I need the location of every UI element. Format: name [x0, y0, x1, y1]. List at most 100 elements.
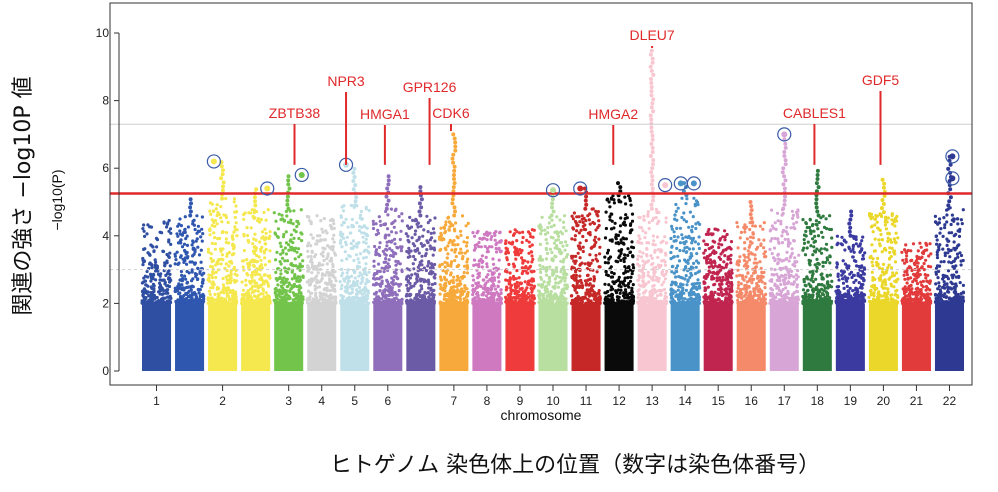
chromosome-5 — [338, 166, 371, 371]
data-point — [310, 291, 314, 295]
data-point — [459, 229, 463, 233]
data-point — [484, 255, 488, 259]
data-point — [508, 280, 512, 284]
data-point — [705, 255, 709, 259]
data-point — [584, 291, 588, 295]
data-point — [400, 219, 404, 223]
data-point — [624, 202, 628, 206]
data-point — [194, 301, 198, 305]
data-point — [672, 239, 676, 243]
data-point — [762, 238, 766, 242]
data-point — [151, 282, 155, 286]
data-point — [193, 272, 197, 276]
data-point — [487, 292, 491, 296]
data-point — [398, 237, 402, 242]
data-point — [552, 223, 556, 227]
data-point — [393, 219, 397, 223]
data-point — [546, 290, 550, 294]
data-point — [372, 264, 376, 268]
data-point — [618, 291, 622, 295]
data-point — [670, 270, 674, 274]
data-point — [575, 291, 579, 295]
data-point — [696, 293, 700, 297]
data-point — [213, 292, 217, 296]
peak-point — [253, 203, 258, 208]
data-point — [196, 288, 200, 292]
data-point — [540, 229, 544, 233]
data-point — [323, 273, 327, 277]
data-point — [179, 241, 183, 245]
data-point — [386, 262, 390, 266]
data-point — [654, 278, 659, 282]
data-point — [743, 223, 747, 227]
data-point — [412, 254, 416, 259]
data-point — [439, 233, 443, 237]
data-point — [234, 295, 238, 299]
data-point — [490, 293, 494, 297]
data-point — [672, 281, 676, 285]
data-point — [389, 207, 393, 211]
data-point — [214, 275, 218, 280]
data-point — [292, 236, 296, 240]
data-point — [275, 278, 279, 282]
data-point — [696, 300, 701, 304]
data-point — [223, 301, 227, 305]
data-point — [762, 221, 766, 225]
data-point — [373, 244, 377, 249]
data-point — [418, 290, 422, 294]
data-point — [242, 217, 246, 221]
data-point — [145, 269, 149, 274]
data-point — [320, 227, 324, 231]
data-point — [541, 292, 545, 297]
data-point — [485, 265, 489, 269]
data-point — [495, 290, 499, 295]
data-point — [440, 301, 444, 305]
data-point — [519, 287, 523, 291]
data-point — [559, 291, 563, 295]
data-point — [201, 278, 205, 282]
data-point — [614, 241, 618, 245]
data-point — [705, 275, 709, 279]
data-point — [333, 251, 337, 255]
data-point — [499, 249, 503, 253]
data-point — [528, 244, 532, 249]
data-point — [179, 238, 183, 242]
data-point — [283, 266, 287, 270]
data-point — [180, 273, 184, 277]
data-point — [707, 265, 711, 269]
data-point — [617, 295, 621, 299]
data-point — [609, 197, 613, 201]
data-point — [514, 248, 518, 252]
data-point — [537, 300, 541, 304]
data-point — [384, 257, 388, 261]
data-point — [216, 211, 220, 215]
data-point — [263, 242, 267, 246]
data-point — [552, 272, 556, 276]
data-point — [622, 294, 626, 298]
data-point — [253, 281, 257, 285]
data-point — [328, 288, 332, 293]
data-point — [176, 234, 180, 238]
data-point — [378, 289, 382, 293]
data-point — [207, 289, 211, 293]
data-point — [576, 251, 580, 255]
data-point — [560, 232, 565, 236]
data-point — [375, 295, 379, 299]
data-point — [663, 235, 667, 239]
data-point — [728, 294, 732, 298]
data-point — [300, 239, 304, 243]
data-point — [644, 300, 648, 304]
data-point — [693, 272, 698, 276]
data-point — [256, 217, 261, 221]
data-point — [282, 276, 286, 280]
data-point — [709, 232, 713, 236]
data-point — [504, 239, 508, 243]
data-point — [637, 292, 641, 296]
data-point — [729, 261, 733, 265]
data-point — [395, 301, 399, 305]
data-point — [555, 215, 559, 219]
data-point — [400, 301, 404, 305]
data-point — [606, 248, 611, 252]
data-point — [226, 286, 230, 290]
